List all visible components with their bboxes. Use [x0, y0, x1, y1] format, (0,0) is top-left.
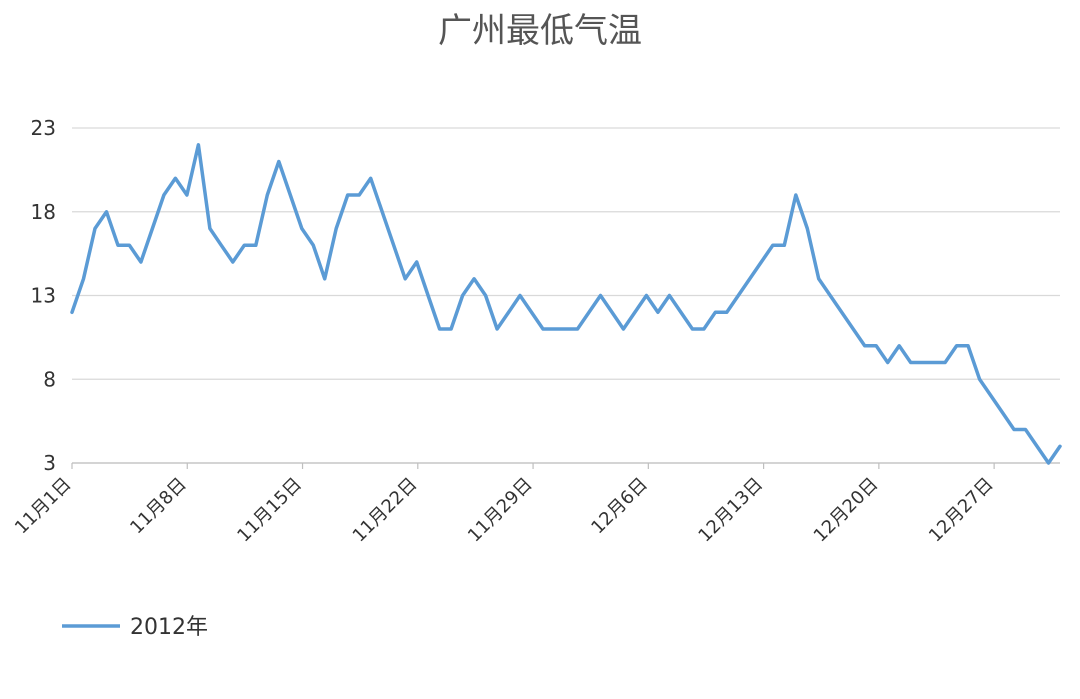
legend: 2012年 [62, 615, 208, 640]
y-axis: 3 8 13 18 23 [31, 116, 56, 475]
x-tick-label: 11月29日 [464, 474, 537, 547]
y-tick-label: 3 [43, 451, 56, 475]
series-line [70, 143, 1062, 465]
x-tick-label: 12月20日 [810, 474, 883, 547]
x-tick-label: 11月15日 [233, 474, 306, 547]
y-tick-label: 13 [31, 284, 56, 308]
x-tick-label: 12月6日 [587, 474, 652, 539]
series-lines [70, 143, 1062, 465]
x-tick-label: 12月27日 [925, 474, 998, 547]
y-tick-label: 18 [31, 200, 56, 224]
gridlines [72, 127, 1060, 464]
chart-title: 广州最低气温 [438, 11, 642, 51]
y-tick-label: 23 [31, 116, 56, 140]
legend-label: 2012年 [130, 615, 208, 640]
x-tick-label: 11月1日 [11, 474, 76, 539]
y-tick-label: 8 [43, 367, 56, 391]
x-tick-label: 12月13日 [694, 474, 767, 547]
x-tick-label: 11月22日 [349, 474, 422, 547]
x-tick-label: 11月8日 [126, 474, 191, 539]
x-axis: 11月1日 11月8日 11月15日 11月22日 11月29日 12月6日 12月13日 1… [11, 462, 1060, 547]
